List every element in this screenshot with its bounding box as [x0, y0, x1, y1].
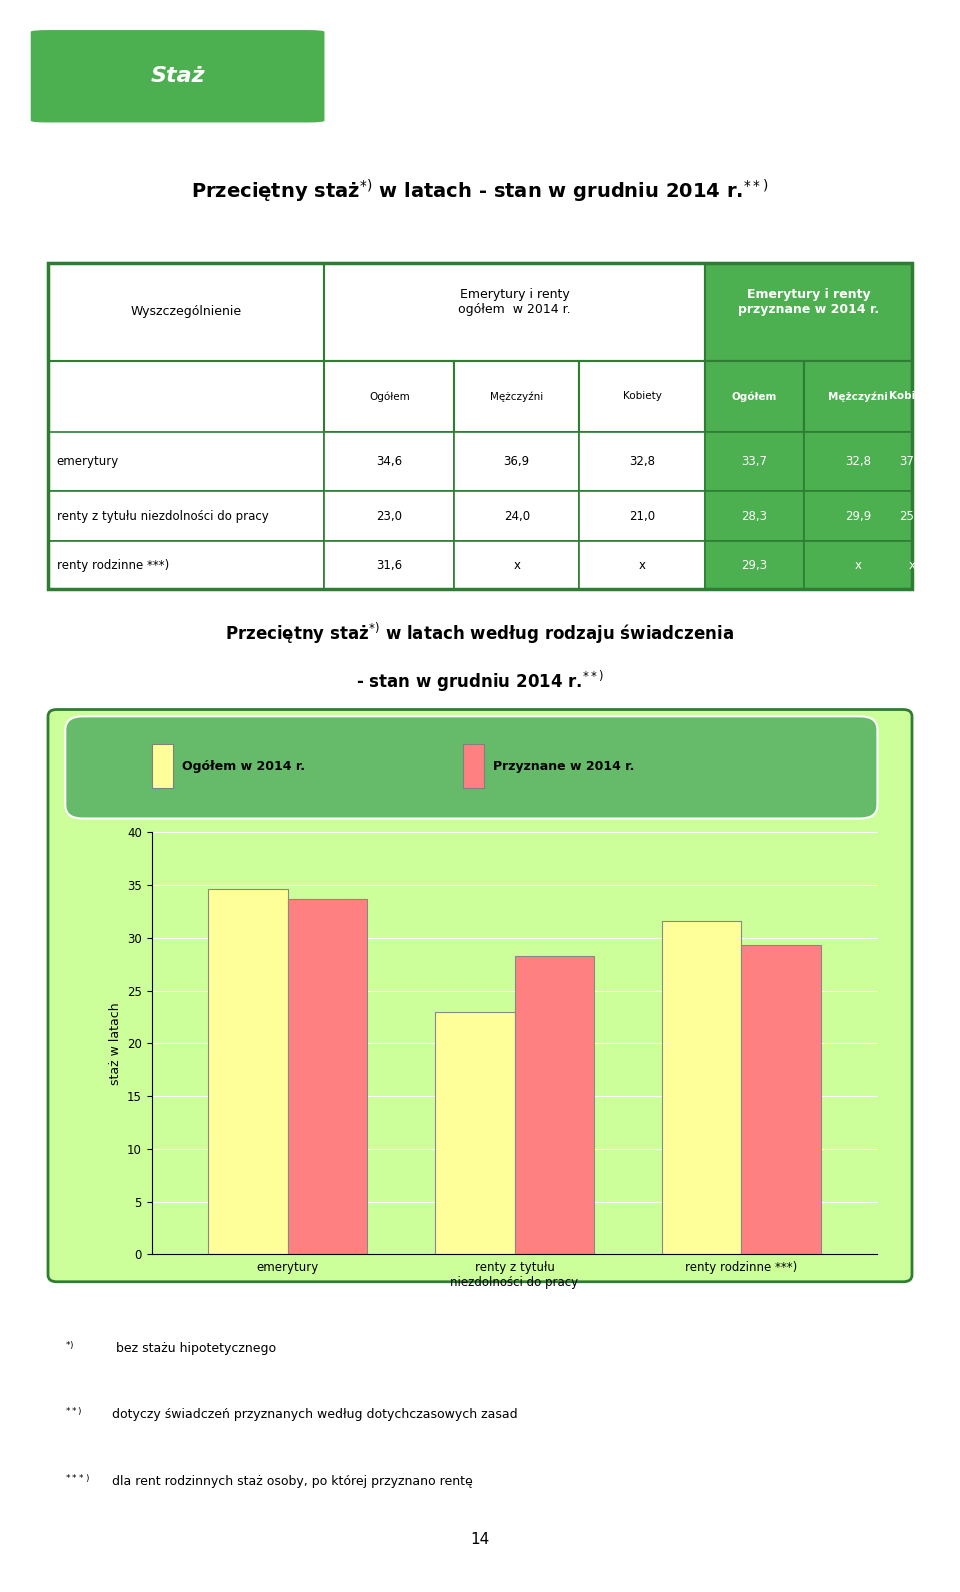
- Text: 23,0: 23,0: [376, 509, 402, 522]
- Bar: [705, 433, 804, 490]
- FancyBboxPatch shape: [48, 710, 912, 1282]
- Text: 36,9: 36,9: [504, 455, 530, 468]
- Text: 24,0: 24,0: [504, 509, 530, 522]
- Bar: [804, 541, 912, 589]
- Bar: [454, 541, 580, 589]
- Bar: [705, 541, 804, 589]
- Text: $^{**)}$: $^{**)}$: [65, 1409, 83, 1422]
- Bar: [288, 898, 367, 1254]
- Text: bez stażu hipotetycznego: bez stażu hipotetycznego: [108, 1342, 276, 1355]
- Text: Kobiety: Kobiety: [889, 392, 935, 401]
- Bar: [580, 433, 705, 490]
- Text: dotyczy świadczeń przyznanych według dotychczasowych zasad: dotyczy świadczeń przyznanych według dot…: [108, 1409, 518, 1422]
- Text: Kobiety: Kobiety: [623, 392, 661, 401]
- Bar: [515, 955, 594, 1254]
- Text: 25,3: 25,3: [899, 509, 925, 522]
- Text: 28,3: 28,3: [741, 509, 767, 522]
- Text: Ogółem w 2014 r.: Ogółem w 2014 r.: [181, 759, 305, 772]
- Text: x: x: [514, 559, 520, 572]
- Text: 29,3: 29,3: [741, 559, 767, 572]
- Text: Emerytury i renty
przyznane w 2014 r.: Emerytury i renty przyznane w 2014 r.: [737, 288, 879, 315]
- Text: 21,0: 21,0: [629, 509, 655, 522]
- Text: x: x: [854, 559, 861, 572]
- Bar: [454, 433, 580, 490]
- Bar: [705, 361, 804, 433]
- Bar: [580, 490, 705, 541]
- FancyBboxPatch shape: [65, 716, 877, 818]
- Text: Przeciętny staż$^{*)}$ w latach - stan w grudniu 2014 r.$^{**)}$: Przeciętny staż$^{*)}$ w latach - stan w…: [191, 178, 769, 205]
- Text: 29,9: 29,9: [845, 509, 871, 522]
- Text: renty z tytułu niezdolności do pracy: renty z tytułu niezdolności do pracy: [57, 509, 269, 522]
- Text: Mężczyźni: Mężczyźni: [491, 392, 543, 401]
- Bar: [705, 263, 912, 361]
- Text: Emerytury i renty
ogółem  w 2014 r.: Emerytury i renty ogółem w 2014 r.: [458, 288, 571, 315]
- Bar: [804, 490, 912, 541]
- Text: 14: 14: [470, 1532, 490, 1547]
- Bar: [435, 1011, 515, 1254]
- Text: Ogółem: Ogółem: [732, 392, 777, 401]
- Text: Wyszczególnienie: Wyszczególnienie: [131, 306, 242, 318]
- Text: 34,6: 34,6: [376, 455, 402, 468]
- Bar: [324, 263, 705, 361]
- Bar: [48, 263, 324, 361]
- Text: renty rodzinne ***): renty rodzinne ***): [57, 559, 169, 572]
- Text: 32,8: 32,8: [845, 455, 871, 468]
- Text: 33,7: 33,7: [741, 455, 767, 468]
- Bar: [324, 490, 454, 541]
- Text: dla rent rodzinnych staż osoby, po której przyznano rentę: dla rent rodzinnych staż osoby, po które…: [108, 1474, 473, 1489]
- Bar: [454, 490, 580, 541]
- Text: Staż: Staż: [151, 67, 204, 86]
- Text: emerytury: emerytury: [57, 455, 119, 468]
- Bar: [705, 490, 804, 541]
- Bar: [324, 541, 454, 589]
- Text: x: x: [638, 559, 645, 572]
- FancyBboxPatch shape: [31, 30, 324, 123]
- Bar: [804, 361, 912, 433]
- Text: Przyznane w 2014 r.: Przyznane w 2014 r.: [493, 759, 635, 772]
- Bar: [463, 743, 484, 788]
- Text: 37,5: 37,5: [899, 455, 925, 468]
- Y-axis label: staż w latach: staż w latach: [108, 1001, 122, 1084]
- Bar: [454, 361, 580, 433]
- Bar: [48, 541, 324, 589]
- Bar: [208, 890, 288, 1254]
- Bar: [580, 361, 705, 433]
- Text: x: x: [908, 559, 916, 572]
- Bar: [324, 361, 454, 433]
- Bar: [741, 946, 821, 1254]
- Bar: [804, 433, 912, 490]
- Text: Przeciętny staż$^{*)}$ w latach według rodzaju świadczenia: Przeciętny staż$^{*)}$ w latach według r…: [226, 621, 734, 646]
- Text: $^{***)}$: $^{***)}$: [65, 1474, 90, 1489]
- Text: 32,8: 32,8: [629, 455, 655, 468]
- Text: Mężczyźni: Mężczyźni: [828, 392, 888, 401]
- Bar: [152, 743, 173, 788]
- Text: 31,6: 31,6: [376, 559, 402, 572]
- Text: Ogółem: Ogółem: [369, 392, 410, 401]
- Text: $^{*)}$: $^{*)}$: [65, 1342, 75, 1355]
- Bar: [48, 433, 324, 490]
- Bar: [580, 541, 705, 589]
- Bar: [662, 920, 741, 1254]
- Bar: [48, 490, 324, 541]
- Text: - stan w grudniu 2014 r.$^{**)}$: - stan w grudniu 2014 r.$^{**)}$: [356, 669, 604, 694]
- Bar: [324, 433, 454, 490]
